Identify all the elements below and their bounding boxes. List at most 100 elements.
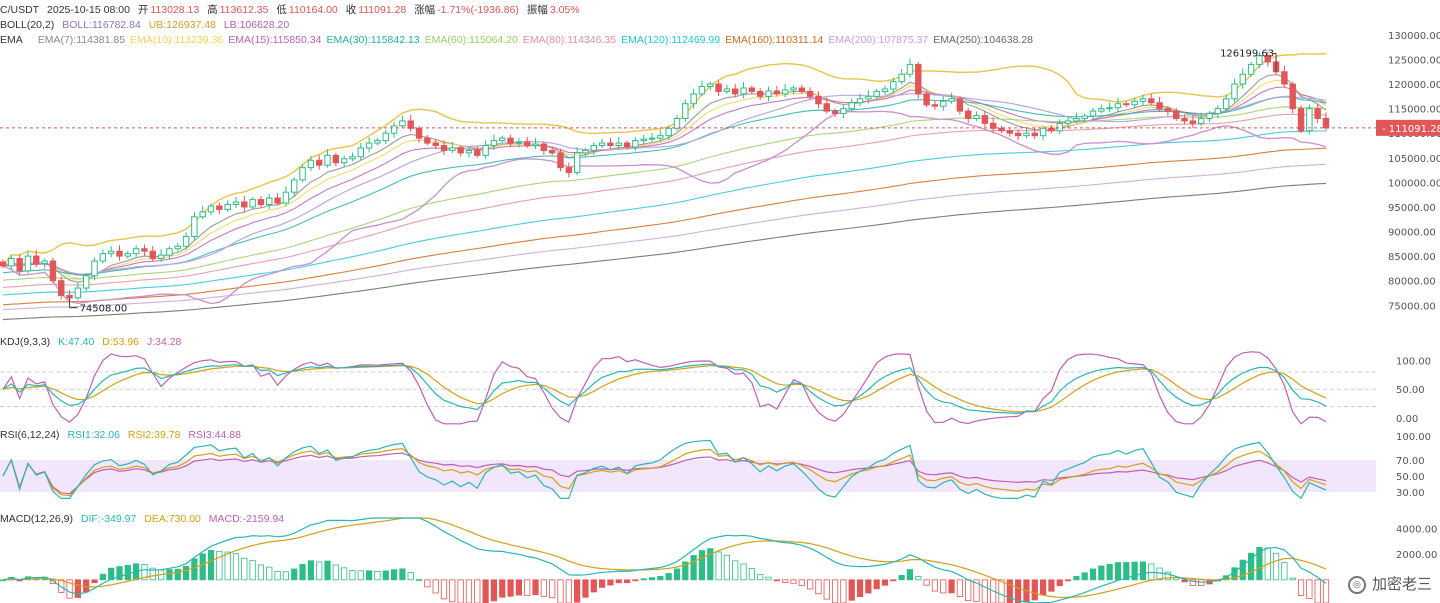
kdj-j-line <box>2 351 1327 425</box>
macd-hist-bar <box>457 579 464 603</box>
ema-legend: EMA EMA(7):114381.85 EMA(10):113239.36 EMA… <box>0 34 1038 47</box>
candle-up <box>182 235 190 247</box>
candle-down <box>440 145 448 151</box>
candle-up <box>1114 103 1122 109</box>
candle-down <box>1048 127 1055 132</box>
candle-up <box>790 87 797 91</box>
candle-up <box>1081 115 1088 119</box>
candle-up <box>940 100 947 107</box>
macd-hist-bar <box>499 579 506 598</box>
ema-legend-item: EMA(160):110311.14 <box>725 34 824 46</box>
candle-up <box>157 254 165 260</box>
macd-hist-bar <box>565 579 572 603</box>
indicator-tick-label: 4000.00 <box>1396 524 1437 535</box>
ema-line <box>2 113 1327 289</box>
candle-down <box>1314 108 1321 119</box>
macd-hist-bar <box>823 579 830 600</box>
macd-hist-bar <box>199 553 206 581</box>
candle-up <box>249 199 256 208</box>
change-label: 涨幅 <box>414 4 436 16</box>
ema-legend-item: EMA(30):115842.13 <box>326 34 420 46</box>
candle-down <box>823 103 830 112</box>
candle-down <box>732 88 739 95</box>
candle-up <box>1039 127 1047 137</box>
macd-hist-bar <box>424 579 431 588</box>
macd-hist-bar <box>515 579 522 596</box>
macd-hist-bar <box>657 575 664 581</box>
watermark-text: 加密老三 <box>1371 575 1432 593</box>
macd-hist-bar <box>224 551 231 581</box>
boll-lb-value: LB:106628.20 <box>223 19 290 31</box>
rsi-legend: RSI(6,12,24) RSI1:32.06 RSI2:39.78 RSI3:… <box>0 429 246 442</box>
boll-layer <box>2 52 1327 305</box>
ema-legend-item: EMA(200):107875.37 <box>828 34 929 46</box>
ema-legend-item: EMA(15):115850.34 <box>228 34 322 46</box>
macd-hist-bar <box>415 579 423 582</box>
macd-hist-bar <box>332 564 339 581</box>
macd-hist-bar <box>0 579 7 582</box>
candle-down <box>989 122 997 129</box>
candle-down <box>141 248 148 252</box>
macd-dea-line <box>2 517 1327 599</box>
candle-up <box>1256 55 1263 65</box>
macd-hist-bar <box>49 579 57 585</box>
candle-down <box>1014 132 1022 137</box>
candle-down <box>0 261 7 267</box>
candle-down <box>998 127 1005 132</box>
kdj-k-line <box>2 363 1327 415</box>
macd-hist-bar <box>865 579 872 594</box>
candle-up <box>673 117 681 129</box>
macd-hist-bar <box>757 573 764 581</box>
candle-up <box>1231 83 1238 100</box>
open-value: 113028.13 <box>150 4 200 16</box>
macd-hist-bar <box>449 579 456 603</box>
rsi-2-line <box>2 447 1327 497</box>
candle-down <box>415 127 423 139</box>
candle-up <box>307 159 315 169</box>
last-price-tag-text: - 111091.28 <box>1382 124 1440 135</box>
price-tick-label: 115000.00 <box>1388 105 1440 116</box>
macd-hist-bar <box>640 578 647 581</box>
macd-hist-bar <box>357 570 364 581</box>
macd-hist-bar <box>366 570 373 581</box>
macd-hist-bar <box>648 577 656 581</box>
candle-up <box>1206 113 1213 119</box>
candle-down <box>16 258 23 272</box>
macd-hist-bar <box>665 573 672 581</box>
macd-hist-bar <box>91 579 98 584</box>
macd-hist-bar <box>74 579 81 598</box>
macd-hist-bar <box>282 571 290 581</box>
boll-legend: BOLL(20,2) BOLL:116782.84 UB:126937.48 L… <box>0 19 294 32</box>
candle-down <box>474 149 481 156</box>
candle-up <box>1306 108 1313 132</box>
macd-hist-bar <box>1031 579 1038 601</box>
macd-hist-bar <box>390 569 398 581</box>
candle-up <box>41 260 48 264</box>
macd-hist-bar <box>1306 579 1313 599</box>
candle-up <box>191 216 198 237</box>
macd-hist-bar <box>232 553 240 581</box>
candle-down <box>407 120 414 129</box>
ema-line <box>2 86 1327 276</box>
candle-up <box>615 142 622 147</box>
price-axis: 130000.00125000.00120000.00115000.001100… <box>1388 31 1440 561</box>
candle-up <box>324 154 331 166</box>
ema-legend-item: EMA(10):113239.36 <box>130 34 224 46</box>
candle-down <box>773 90 781 95</box>
macd-hist-bar <box>931 579 939 592</box>
pair-label: C/USDT <box>0 4 40 16</box>
candle-down <box>565 167 573 174</box>
macd-hist-bar <box>482 579 489 603</box>
candle-up <box>349 156 356 160</box>
macd-hist-bar <box>1114 562 1122 581</box>
watermark: ◎ 加密老三 <box>1347 573 1432 594</box>
low-value: 110164.00 <box>288 4 338 16</box>
macd-hist-bar <box>191 558 198 581</box>
candle-down <box>798 87 805 92</box>
macd-hist-bar <box>399 568 406 581</box>
macd-hist-bar <box>1073 576 1080 581</box>
candle-up <box>399 120 406 127</box>
macd-hist-bar <box>1181 579 1188 583</box>
candle-up <box>698 86 706 95</box>
